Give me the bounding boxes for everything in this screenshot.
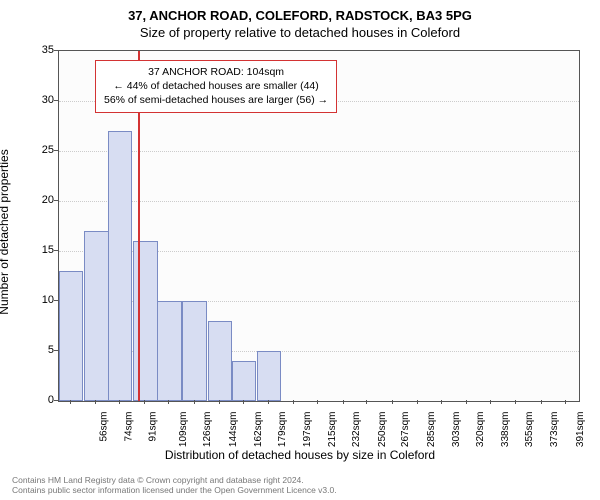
chart-title-main: 37, ANCHOR ROAD, COLEFORD, RADSTOCK, BA3…	[0, 0, 600, 23]
xtick-label: 338sqm	[500, 412, 511, 448]
xtick-mark	[95, 400, 96, 404]
footer-line-1: Contains HM Land Registry data © Crown c…	[12, 475, 337, 486]
histogram-bar	[108, 131, 133, 401]
histogram-bar	[84, 231, 109, 401]
y-axis-label: Number of detached properties	[0, 149, 11, 314]
xtick-mark	[392, 400, 393, 404]
ytick-mark	[54, 400, 58, 401]
xtick-mark	[219, 400, 220, 404]
xtick-label: 56sqm	[98, 412, 109, 442]
xtick-label: 373sqm	[550, 412, 561, 448]
xtick-mark	[441, 400, 442, 404]
annotation-box: 37 ANCHOR ROAD: 104sqm ← 44% of detached…	[95, 60, 337, 113]
xtick-mark	[243, 400, 244, 404]
xtick-label: 267sqm	[401, 412, 412, 448]
ytick-mark	[54, 350, 58, 351]
ytick-label: 5	[24, 344, 54, 356]
chart-container: 37, ANCHOR ROAD, COLEFORD, RADSTOCK, BA3…	[0, 0, 600, 500]
xtick-label: 250sqm	[377, 412, 388, 448]
annotation-line-3: 56% of semi-detached houses are larger (…	[104, 93, 328, 107]
histogram-bar	[208, 321, 233, 401]
ytick-mark	[54, 150, 58, 151]
xtick-label: 355sqm	[524, 412, 535, 448]
xtick-mark	[417, 400, 418, 404]
xtick-label: 391sqm	[575, 412, 586, 448]
xtick-label: 303sqm	[451, 412, 462, 448]
xtick-label: 285sqm	[426, 412, 437, 448]
xtick-label: 144sqm	[228, 412, 239, 448]
xtick-mark	[565, 400, 566, 404]
xtick-mark	[168, 400, 169, 404]
histogram-bar	[257, 351, 282, 401]
ytick-mark	[54, 200, 58, 201]
xtick-label: 197sqm	[302, 412, 313, 448]
footer-attribution: Contains HM Land Registry data © Crown c…	[12, 475, 337, 496]
ytick-label: 25	[24, 144, 54, 156]
xtick-mark	[317, 400, 318, 404]
xtick-label: 162sqm	[253, 412, 264, 448]
xtick-label: 109sqm	[179, 412, 190, 448]
xtick-mark	[541, 400, 542, 404]
ytick-mark	[54, 100, 58, 101]
xtick-label: 91sqm	[148, 412, 159, 442]
ytick-label: 20	[24, 194, 54, 206]
xtick-mark	[268, 400, 269, 404]
ytick-label: 35	[24, 44, 54, 56]
xtick-mark	[366, 400, 367, 404]
annotation-line-2: ← 44% of detached houses are smaller (44…	[104, 79, 328, 93]
xtick-label: 320sqm	[475, 412, 486, 448]
gridline	[59, 151, 579, 152]
ytick-label: 0	[24, 394, 54, 406]
histogram-bar	[157, 301, 182, 401]
histogram-bar	[182, 301, 207, 401]
xtick-mark	[490, 400, 491, 404]
ytick-label: 10	[24, 294, 54, 306]
xtick-label: 215sqm	[327, 412, 338, 448]
histogram-bar	[59, 271, 84, 401]
xtick-label: 179sqm	[277, 412, 288, 448]
footer-line-2: Contains public sector information licen…	[12, 485, 337, 496]
xtick-mark	[343, 400, 344, 404]
ytick-label: 15	[24, 244, 54, 256]
xtick-mark	[515, 400, 516, 404]
xtick-mark	[144, 400, 145, 404]
xtick-mark	[293, 400, 294, 404]
histogram-bar	[232, 361, 257, 401]
histogram-bar	[133, 241, 158, 401]
chart-title-sub: Size of property relative to detached ho…	[0, 23, 600, 40]
ytick-mark	[54, 300, 58, 301]
annotation-line-1: 37 ANCHOR ROAD: 104sqm	[104, 65, 328, 79]
xtick-mark	[194, 400, 195, 404]
x-axis-label: Distribution of detached houses by size …	[0, 448, 600, 462]
ytick-mark	[54, 50, 58, 51]
xtick-label: 232sqm	[351, 412, 362, 448]
xtick-mark	[70, 400, 71, 404]
xtick-label: 126sqm	[202, 412, 213, 448]
ytick-mark	[54, 250, 58, 251]
gridline	[59, 201, 579, 202]
xtick-label: 74sqm	[124, 412, 135, 442]
xtick-mark	[119, 400, 120, 404]
ytick-label: 30	[24, 94, 54, 106]
xtick-mark	[466, 400, 467, 404]
